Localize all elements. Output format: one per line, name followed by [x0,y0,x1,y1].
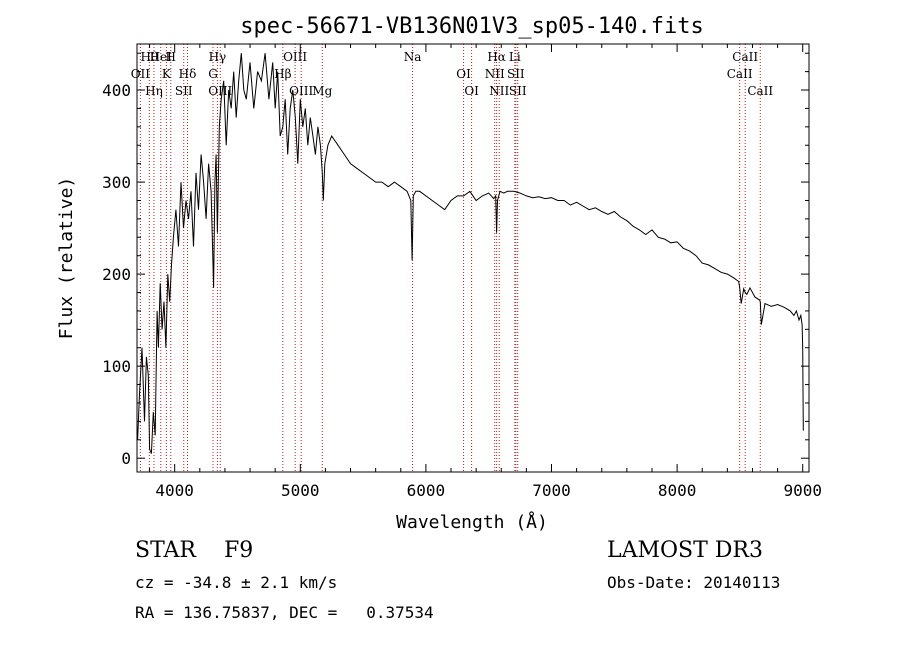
line-marker-label: OII [131,67,151,81]
line-marker-label: Li [509,50,521,64]
survey-name: LAMOST DR3 [607,538,763,563]
emission-line-markers [139,44,761,472]
y-axis-ticks: 0 100 200 300 400 [102,52,809,468]
line-marker-label: CaII [747,84,773,98]
x-tick-label: 9000 [783,481,822,500]
line-marker-label: K [162,67,172,81]
line-marker-label: Mg [312,84,332,98]
line-marker-label: H [166,50,176,64]
plot-frame [136,43,810,473]
line-marker-label: Hδ [179,67,197,81]
y-tick-label: 400 [102,81,131,100]
line-marker-label: NII [485,67,505,81]
y-tick-label: 100 [102,357,131,376]
x-tick-label: 5000 [281,481,320,500]
line-marker-label: SII [509,84,527,98]
y-tick-label: 300 [102,173,131,192]
line-marker-label: CaII [727,67,753,81]
line-marker-label: OI [464,84,479,98]
line-marker-label: NII [489,84,509,98]
coordinates-info: RA = 136.75837, DEC = 0.37534 [135,603,434,622]
line-marker-label: SII [175,84,193,98]
line-marker-label: OIII [208,84,232,98]
x-tick-label: 7000 [532,481,571,500]
line-marker-label: Na [404,50,422,64]
emission-line-labels: HθOIIHηHeIKSIIHHδOIIIHγGOIIIOIIIHβMgNaOI… [131,50,774,98]
line-marker-label: OI [456,67,471,81]
x-tick-label: 8000 [658,481,697,500]
chart-title: spec-56671-VB136N01V3_sp05-140.fits [240,14,704,39]
line-marker-label: Hγ [209,50,227,64]
line-marker-label: G [208,67,218,81]
object-class: STAR F9 [135,538,254,563]
line-marker-label: OIII [289,84,313,98]
line-marker-label: SII [507,67,525,81]
observation-date: Obs-Date: 20140113 [607,573,781,592]
spectrum-line [137,53,804,454]
line-marker-label: Hβ [274,67,291,81]
y-tick-label: 0 [121,449,131,468]
line-marker-label: Hα [487,50,506,64]
line-marker-label: OIII [283,50,307,64]
y-axis-label: Flux (relative) [56,177,77,340]
y-tick-label: 200 [102,265,131,284]
redshift-info: cz = -34.8 ± 2.1 km/s [135,573,338,592]
line-marker-label: Hθ [140,50,158,64]
x-axis-label: Wavelength (Å) [396,511,548,533]
x-axis-ticks: 4000 5000 6000 7000 8000 9000 [149,44,822,500]
line-marker-label: Hη [145,84,163,98]
line-marker-label: HeI [150,50,173,64]
x-tick-label: 6000 [407,481,446,500]
x-tick-label: 4000 [155,481,194,500]
line-marker-label: CaII [732,50,758,64]
